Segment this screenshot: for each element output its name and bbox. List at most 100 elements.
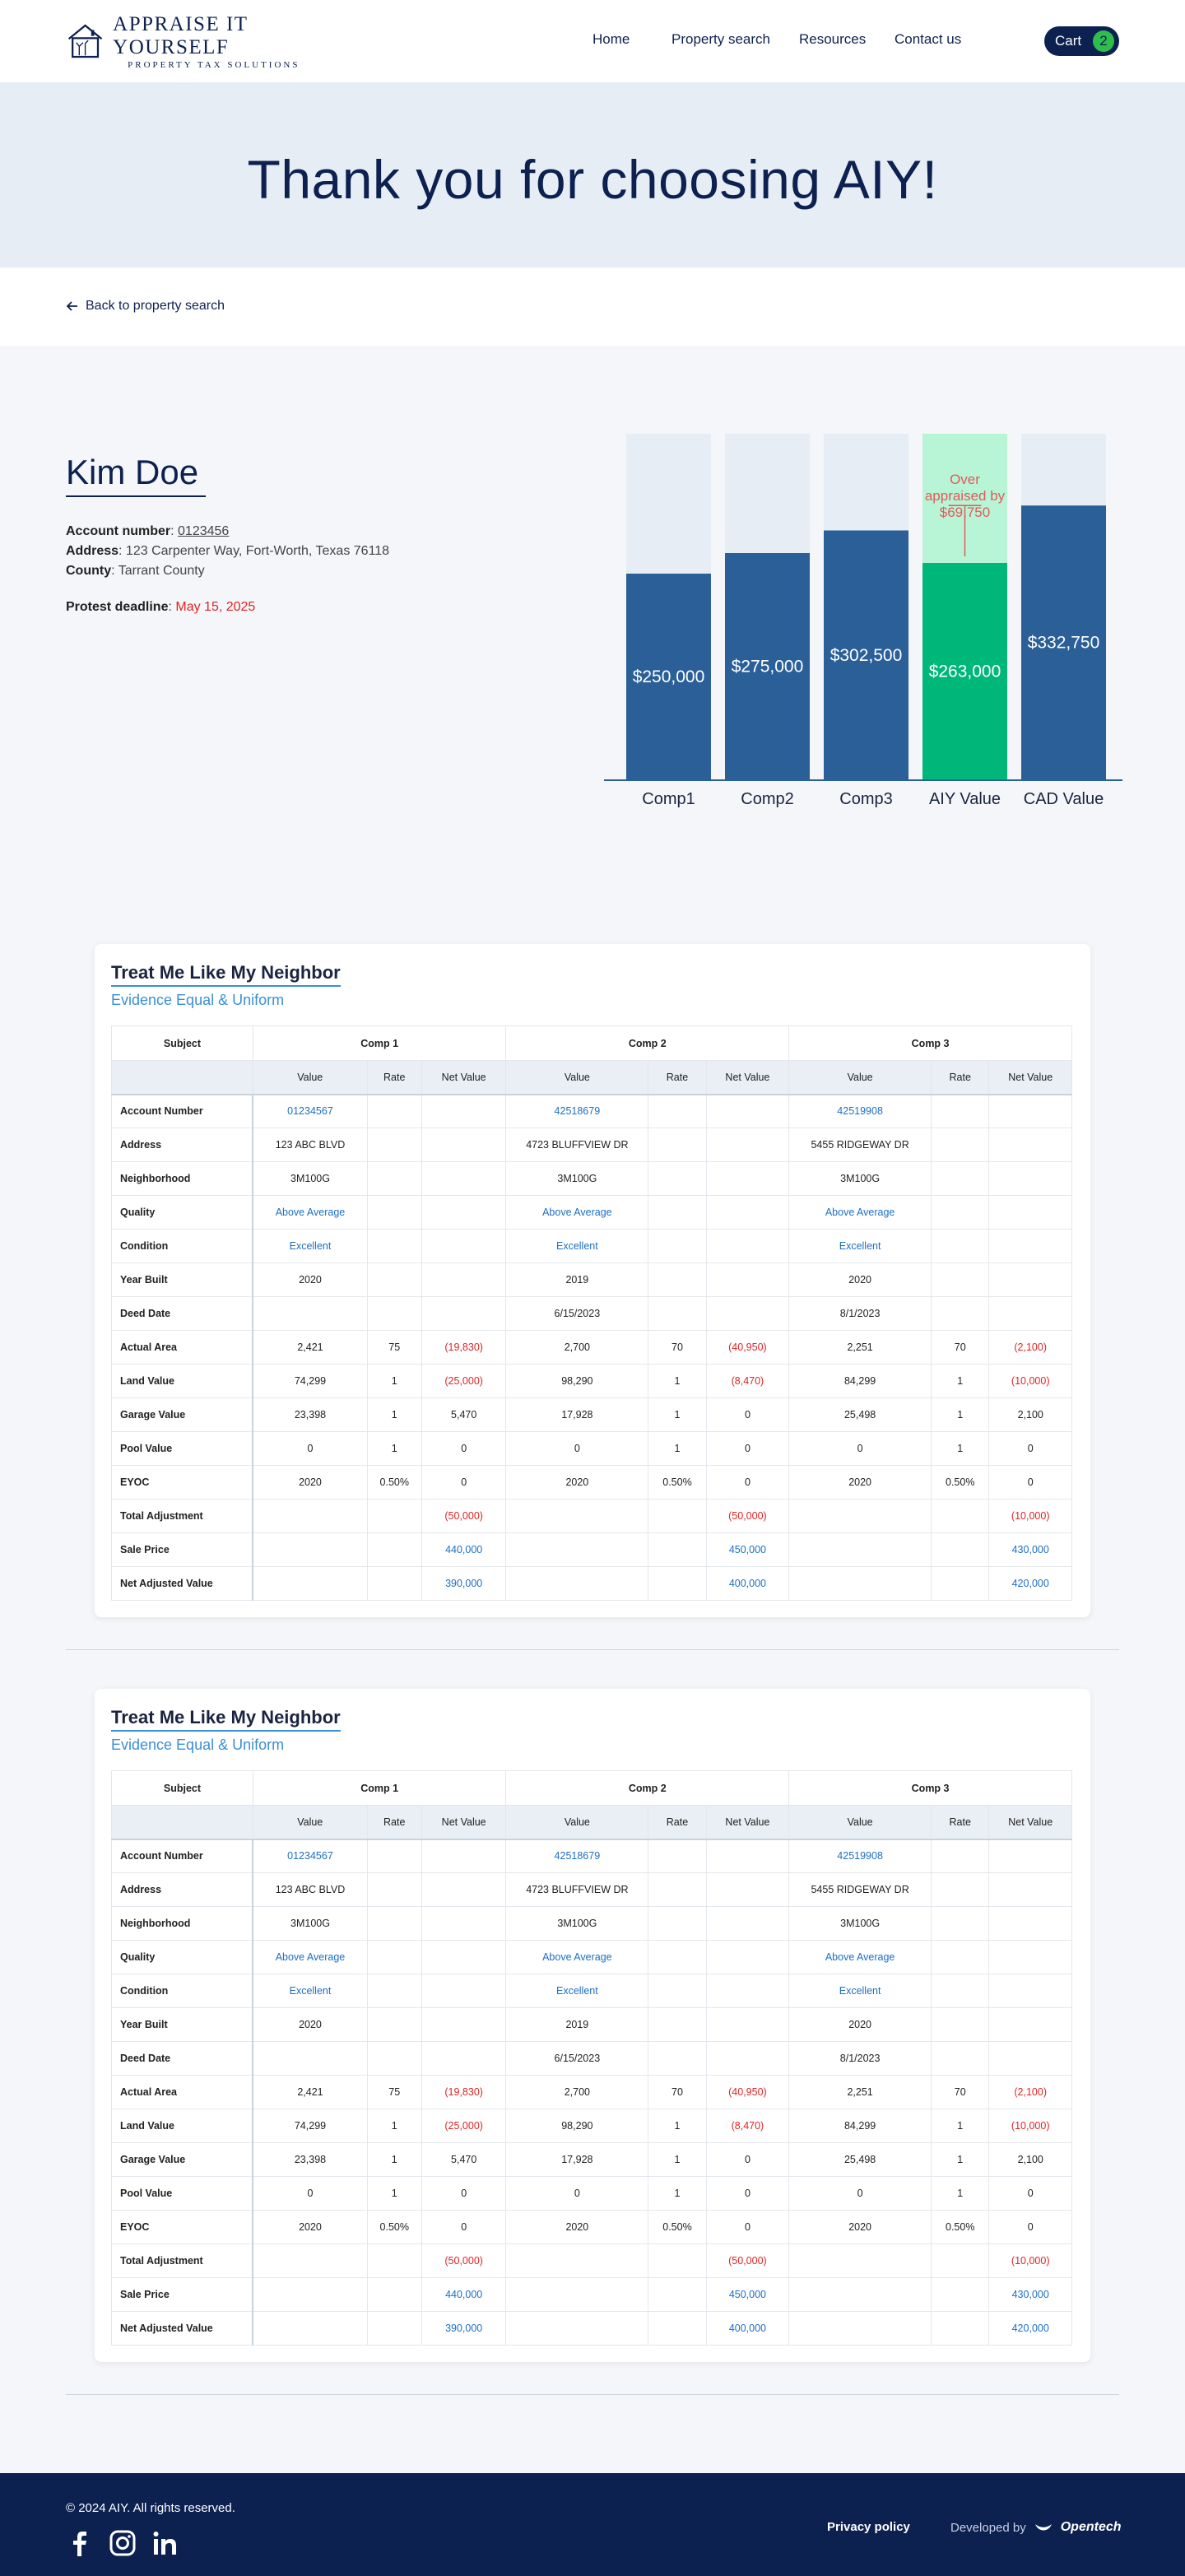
table-cell [705, 1974, 790, 2008]
column-header: Value [788, 1805, 932, 1840]
table-cell [648, 1839, 707, 1873]
bar-value-label: $302,500 [830, 646, 903, 665]
table-cell [788, 1532, 932, 1567]
table-cell: 1 [366, 2109, 422, 2143]
table-cell: 01234567 [252, 1094, 368, 1128]
table-cell: 440,000 [421, 2277, 507, 2312]
row-label: Garage Value [111, 2142, 254, 2177]
column-header: Net Value [705, 1060, 790, 1095]
table-cell: (10,000) [988, 1364, 1072, 1398]
x-tick-label: Comp2 [741, 790, 793, 808]
table-cell [366, 1195, 422, 1230]
row-label: EYOC [111, 1465, 254, 1500]
table-cell: 3M100G [505, 1906, 649, 1941]
subject-header: Subject [111, 1025, 253, 1061]
table-row: Address 123 ABC BLVD 4723 BLUFFVIEW DR 5455… [111, 1872, 1072, 1907]
table-cell [648, 1499, 707, 1533]
instagram-icon[interactable] [109, 2529, 137, 2557]
nav-contact-us[interactable]: Contact us [895, 31, 962, 47]
table-cell: 420,000 [988, 1566, 1072, 1601]
back-to-search-link[interactable]: Back to property search [66, 299, 225, 314]
table-cell: 0 [988, 2176, 1072, 2211]
table-cell [505, 1566, 649, 1601]
table-cell [648, 1094, 707, 1128]
table-cell [705, 1262, 790, 1297]
chart-bar [922, 563, 1007, 779]
table-cell: 0 [505, 1431, 649, 1466]
table-cell [252, 2311, 368, 2346]
table-cell: 0.50% [366, 1465, 422, 1500]
table-cell [705, 1839, 790, 1873]
table-cell: 70 [931, 2075, 990, 2109]
nav-property-search[interactable]: Property search [672, 31, 770, 47]
table-cell: 0 [421, 1465, 507, 1500]
table-cell: 1 [931, 1431, 990, 1466]
table-cell [421, 1839, 507, 1873]
table-row: Neighborhood 3M100G 3M100G 3M100G [111, 1161, 1072, 1196]
table-cell: 1 [648, 1431, 707, 1466]
table-cell [648, 1566, 707, 1601]
column-header: Rate [931, 1060, 990, 1095]
account-number-link[interactable]: 0123456 [178, 524, 230, 538]
table-cell: 2020 [252, 2210, 368, 2244]
column-header: Net Value [421, 1805, 507, 1840]
table-cell: Above Average [252, 1195, 368, 1230]
row-label: Deed Date [111, 2041, 254, 2076]
table-cell: 0 [705, 1397, 790, 1432]
bar-value-label: $263,000 [929, 663, 1001, 681]
table-cell [788, 1499, 932, 1533]
table-cell [366, 1940, 422, 1974]
table-cell: 430,000 [988, 2277, 1072, 2312]
row-label: Sale Price [111, 2277, 254, 2312]
table-cell: 2,700 [505, 2075, 649, 2109]
privacy-policy-link[interactable]: Privacy policy [827, 2520, 910, 2534]
table-cell: 17,928 [505, 2142, 649, 2177]
nav-home[interactable]: Home [592, 31, 630, 47]
table-cell [366, 1566, 422, 1601]
column-header: Net Value [421, 1060, 507, 1095]
table-cell [705, 1128, 790, 1162]
table-row: Net Adjusted Value 390,000 400,000 420,000 [111, 1566, 1072, 1601]
table-row: Year Built 2020 2019 2020 [111, 1262, 1072, 1297]
table-cell: Excellent [788, 1974, 932, 2008]
table-cell: 450,000 [705, 2277, 790, 2312]
table-cell [366, 1906, 422, 1941]
column-header: Rate [931, 1805, 990, 1840]
table-row: EYOC 2020 0.50% 0 2020 0.50% 0 2020 0.50% 0 [111, 1465, 1072, 1500]
over-appraised-annotation: Over [950, 472, 980, 487]
table-cell: 1 [931, 2176, 990, 2211]
table-row: Year Built 2020 2019 2020 [111, 2007, 1072, 2042]
table-cell: 0.50% [648, 1465, 707, 1500]
table-cell: 123 ABC BLVD [252, 1128, 368, 1162]
table-cell: 70 [648, 1330, 707, 1365]
table-cell: (2,100) [988, 1330, 1072, 1365]
table-cell: 84,299 [788, 2109, 932, 2143]
table-cell: 0 [252, 1431, 368, 1466]
table-cell: 2,251 [788, 1330, 932, 1365]
table-cell: 23,398 [252, 2142, 368, 2177]
table-cell [988, 1262, 1072, 1297]
table-cell: Excellent [505, 1229, 649, 1263]
column-header: Value [505, 1805, 649, 1840]
comp-header: Comp 1 [252, 1025, 507, 1061]
table-cell [366, 1262, 422, 1297]
table-cell: 2,421 [252, 1330, 368, 1365]
page-title: Thank you for choosing AIY! [247, 149, 938, 210]
site-footer: © 2024 AIY. All rights reserved. Privacy… [0, 2473, 1185, 2576]
table-cell: (25,000) [421, 2109, 507, 2143]
table-cell [988, 1296, 1072, 1331]
table-cell [931, 1094, 990, 1128]
table-cell [788, 1566, 932, 1601]
table-cell: (50,000) [705, 1499, 790, 1533]
table-cell: (19,830) [421, 2075, 507, 2109]
comp-header: Comp 2 [505, 1770, 790, 1806]
linkedin-icon[interactable] [151, 2529, 179, 2557]
table-cell [366, 1094, 422, 1128]
developer-name[interactable]: Opentech [1060, 2520, 1122, 2534]
table-cell: 70 [648, 2075, 707, 2109]
logo[interactable]: APPRAISE IT YOURSELF PROPERTY TAX SOLUTI… [66, 13, 346, 70]
cart-button[interactable]: Cart 2 [1044, 26, 1119, 56]
facebook-icon[interactable] [66, 2529, 94, 2557]
table-row: Address 123 ABC BLVD 4723 BLUFFVIEW DR 5455… [111, 1128, 1072, 1162]
nav-resources[interactable]: Resources [799, 31, 867, 47]
